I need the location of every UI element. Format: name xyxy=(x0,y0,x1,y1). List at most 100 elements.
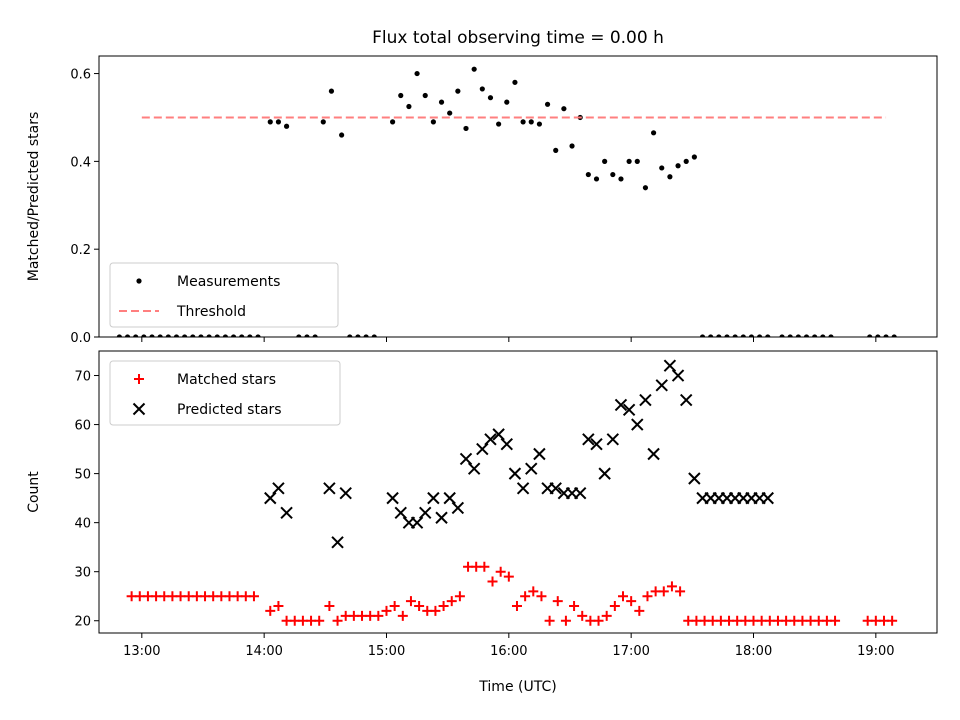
measurement-point xyxy=(867,334,873,337)
matched-stars-point xyxy=(495,566,506,577)
marks-layer xyxy=(126,359,898,626)
matched-stars-point xyxy=(487,576,498,587)
measurement-point xyxy=(430,119,436,125)
legend-predicted-swatch xyxy=(132,402,146,416)
measurement-point xyxy=(528,119,534,125)
measurement-point xyxy=(820,334,826,337)
x-axis-label: Time (UTC) xyxy=(478,679,556,695)
measurement-point xyxy=(757,334,763,337)
legend-box xyxy=(109,262,339,328)
y-axis-label: Matched/Predicted stars xyxy=(26,112,42,282)
matched-stars-point xyxy=(830,615,841,626)
measurement-point xyxy=(157,334,163,337)
matched-stars-point xyxy=(544,615,555,626)
measurement-point xyxy=(133,334,139,337)
measurement-point xyxy=(803,334,810,337)
y-axis-label: Count xyxy=(26,471,42,513)
bottom-panel: 20 30 40 50 60 70 13:00 14:00 15:00 16:00 17:00 18:… xyxy=(26,350,938,659)
matched-stars-point xyxy=(536,591,547,602)
measurement-point xyxy=(328,88,335,94)
measurement-point xyxy=(214,334,220,337)
matched-stars-point xyxy=(314,615,325,626)
measurement-point xyxy=(795,334,801,337)
predicted-stars-point xyxy=(663,359,677,372)
predicted-stars-point xyxy=(516,482,530,495)
measurement-point xyxy=(347,334,353,337)
measurement-point xyxy=(787,334,793,337)
predicted-stars-point xyxy=(606,433,620,446)
legend: Matched stars Predicted stars xyxy=(109,360,341,426)
predicted-stars-point xyxy=(590,437,603,451)
predicted-stars-point xyxy=(680,393,693,407)
matched-stars-point xyxy=(454,591,465,602)
measurement-point xyxy=(312,334,318,337)
measurement-point xyxy=(406,103,412,110)
matched-stars-point xyxy=(560,615,571,626)
legend-label: Threshold xyxy=(176,304,246,320)
measurement-point xyxy=(116,334,122,337)
x-tick-label: 15:00 xyxy=(368,644,405,659)
measurement-point xyxy=(304,334,310,337)
measurement-point xyxy=(447,110,453,116)
plot-frame xyxy=(98,55,938,338)
predicted-stars-point xyxy=(427,491,440,505)
chart-title: Flux total observing time = 0.00 h xyxy=(372,28,664,48)
predicted-stars-point xyxy=(435,511,448,524)
matched-stars-point xyxy=(438,601,449,612)
y-tick-label: 20 xyxy=(74,615,91,630)
x-tick-label: 14:00 xyxy=(245,644,282,659)
measurement-point xyxy=(553,147,559,153)
measurement-point xyxy=(222,334,229,337)
measurement-point xyxy=(487,95,494,101)
x-tick-label: 17:00 xyxy=(612,644,649,659)
predicted-stars-point xyxy=(614,398,628,412)
predicted-stars-point xyxy=(492,428,505,441)
predicted-stars-point xyxy=(549,482,562,495)
y-tick-label: 0.2 xyxy=(70,243,91,258)
y-tick-label: 60 xyxy=(74,419,91,434)
matched-stars-point xyxy=(324,601,335,612)
predicted-stars-point xyxy=(394,506,407,520)
predicted-stars-point xyxy=(280,506,293,520)
matched-stars-point xyxy=(479,561,490,572)
predicted-stars-point xyxy=(525,462,538,475)
predicted-stars-point xyxy=(500,437,513,451)
measurement-point xyxy=(398,92,404,99)
y-tick-label: 0.0 xyxy=(70,331,91,346)
measurement-point xyxy=(544,101,551,107)
measurement-point xyxy=(699,334,706,337)
measurement-point xyxy=(716,334,722,337)
predicted-stars-point xyxy=(264,491,277,505)
predicted-stars-point xyxy=(331,536,344,549)
measurement-point xyxy=(683,158,689,164)
predicted-stars-point xyxy=(655,379,668,392)
matched-stars-point xyxy=(552,596,563,607)
measurement-point xyxy=(875,334,881,337)
matched-stars-point xyxy=(666,581,677,592)
matched-stars-point xyxy=(569,601,580,612)
measurement-point xyxy=(275,119,282,125)
measurement-point xyxy=(339,132,345,138)
matched-stars-point xyxy=(332,615,343,626)
predicted-stars-point xyxy=(647,447,660,461)
measurement-point xyxy=(371,334,377,337)
measurement-point xyxy=(296,334,302,337)
predicted-stars-point xyxy=(419,506,432,520)
matched-stars-point xyxy=(634,605,645,616)
predicted-stars-point xyxy=(508,467,522,480)
legend: Measurements Threshold xyxy=(109,262,339,328)
measurement-point xyxy=(438,99,445,105)
matched-stars-point xyxy=(273,601,284,612)
matched-stars-point xyxy=(414,601,425,612)
matched-stars-point xyxy=(887,615,898,626)
measurement-point xyxy=(239,334,245,337)
measurement-point xyxy=(765,334,771,337)
predicted-stars-point xyxy=(582,433,595,446)
matched-stars-point xyxy=(381,605,392,616)
x-tick-label: 16:00 xyxy=(490,644,527,659)
legend-measurement-swatch xyxy=(136,278,142,284)
x-tick-label: 13:00 xyxy=(123,644,160,659)
measurement-point xyxy=(634,158,640,164)
measurement-point xyxy=(779,334,785,337)
measurement-point xyxy=(602,158,608,164)
